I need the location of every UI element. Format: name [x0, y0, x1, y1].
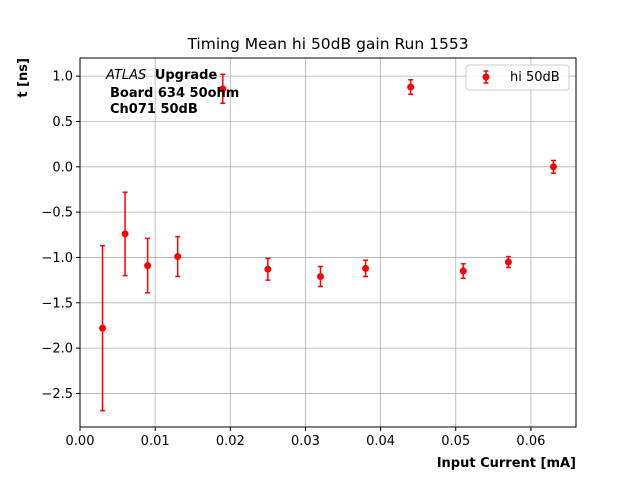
annotation-atlas: ATLAS — [105, 68, 146, 83]
grid — [79, 58, 576, 427]
legend-marker — [482, 73, 490, 81]
y-tick-label: −2.0 — [41, 342, 73, 357]
y-tick-label: 1.0 — [52, 70, 73, 85]
legend: hi 50dB — [465, 64, 570, 91]
svg-text:ATLAS Upgrade: ATLAS Upgrade — [105, 68, 217, 83]
x-tick-label: 0.02 — [216, 434, 245, 449]
data-point — [549, 163, 557, 171]
data-marks — [99, 73, 557, 412]
y-tick-label: 0.5 — [52, 115, 73, 130]
annotation-upgrade: Upgrade — [155, 68, 218, 83]
data-point — [219, 85, 227, 93]
y-tick-label: 0.0 — [52, 160, 73, 175]
data-point — [144, 262, 152, 270]
data-point — [99, 324, 107, 332]
y-axis-label: t [ns] — [16, 58, 31, 98]
data-point — [316, 272, 324, 280]
legend-label: hi 50dB — [510, 70, 560, 85]
data-point — [459, 267, 467, 275]
x-tick-label: 0.05 — [441, 434, 470, 449]
annotation-channel: Ch071 50dB — [110, 102, 198, 117]
plot-frame — [79, 57, 577, 428]
y-axis: −2.5 −2.0 −1.5 −1.0 −0.5 0.0 0.5 1.0 — [41, 70, 80, 402]
y-tick-label: −1.0 — [41, 251, 73, 266]
data-point — [121, 230, 129, 238]
data-point — [264, 265, 272, 273]
x-axis: 0.00 0.01 0.02 0.03 0.04 0.05 0.06 — [66, 427, 545, 449]
data-point — [174, 253, 182, 261]
x-tick-label: 0.01 — [141, 434, 170, 449]
x-tick-label: 0.03 — [291, 434, 320, 449]
x-tick-label: 0.06 — [516, 434, 545, 449]
data-point — [407, 83, 415, 91]
data-point — [362, 264, 370, 272]
data-point — [504, 258, 512, 266]
y-tick-label: −0.5 — [41, 206, 73, 221]
legend-box — [465, 64, 570, 91]
chart-title: Timing Mean hi 50dB gain Run 1553 — [186, 35, 468, 53]
annotation-board: Board 634 50ohm — [110, 86, 239, 101]
y-tick-label: −1.5 — [41, 296, 73, 311]
y-tick-label: −2.5 — [41, 387, 73, 402]
x-axis-label: Input Current [mA] — [437, 456, 576, 471]
x-tick-label: 0.00 — [66, 434, 95, 449]
x-tick-label: 0.04 — [366, 434, 395, 449]
annotation: ATLAS Upgrade Board 634 50ohm Ch071 50dB — [105, 68, 239, 117]
